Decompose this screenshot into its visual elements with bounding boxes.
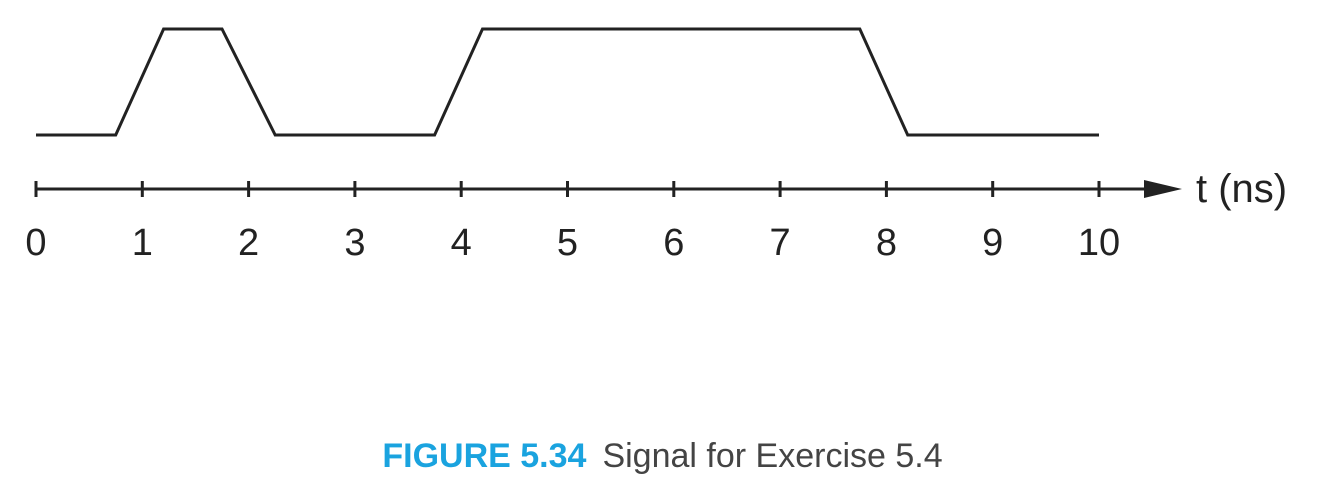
time-axis-tick-labels: 0 1 2 3 4 5 6 7 8 9 10 (25, 222, 1120, 264)
signal-waveform-group (36, 27, 1099, 137)
x-tick-label: 0 (25, 222, 46, 264)
x-tick-label: 10 (1078, 222, 1120, 264)
signal-line (36, 27, 1099, 137)
figure-caption: FIGURE 5.34 Signal for Exercise 5.4 (0, 436, 1325, 476)
figure-number: FIGURE 5.34 (382, 437, 587, 475)
x-tick-label: 1 (132, 222, 153, 264)
chart: 0 1 2 3 4 5 6 7 8 9 10 t (ns) (25, 27, 1287, 264)
time-axis-ticks (34, 181, 1101, 197)
x-tick-label: 9 (982, 222, 1003, 264)
time-axis-arrowhead (1144, 180, 1182, 198)
x-tick-label: 8 (876, 222, 897, 264)
time-axis-label: t (ns) (1196, 167, 1287, 211)
x-tick-label: 2 (238, 222, 259, 264)
x-tick-label: 7 (770, 222, 791, 264)
figure-caption-text: Signal for Exercise 5.4 (602, 437, 943, 475)
x-tick-label: 6 (663, 222, 684, 264)
x-tick-label: 5 (557, 222, 578, 264)
time-axis: 0 1 2 3 4 5 6 7 8 9 10 t (ns) (25, 167, 1287, 264)
x-tick-label: 4 (451, 222, 472, 264)
x-tick-label: 3 (344, 222, 365, 264)
